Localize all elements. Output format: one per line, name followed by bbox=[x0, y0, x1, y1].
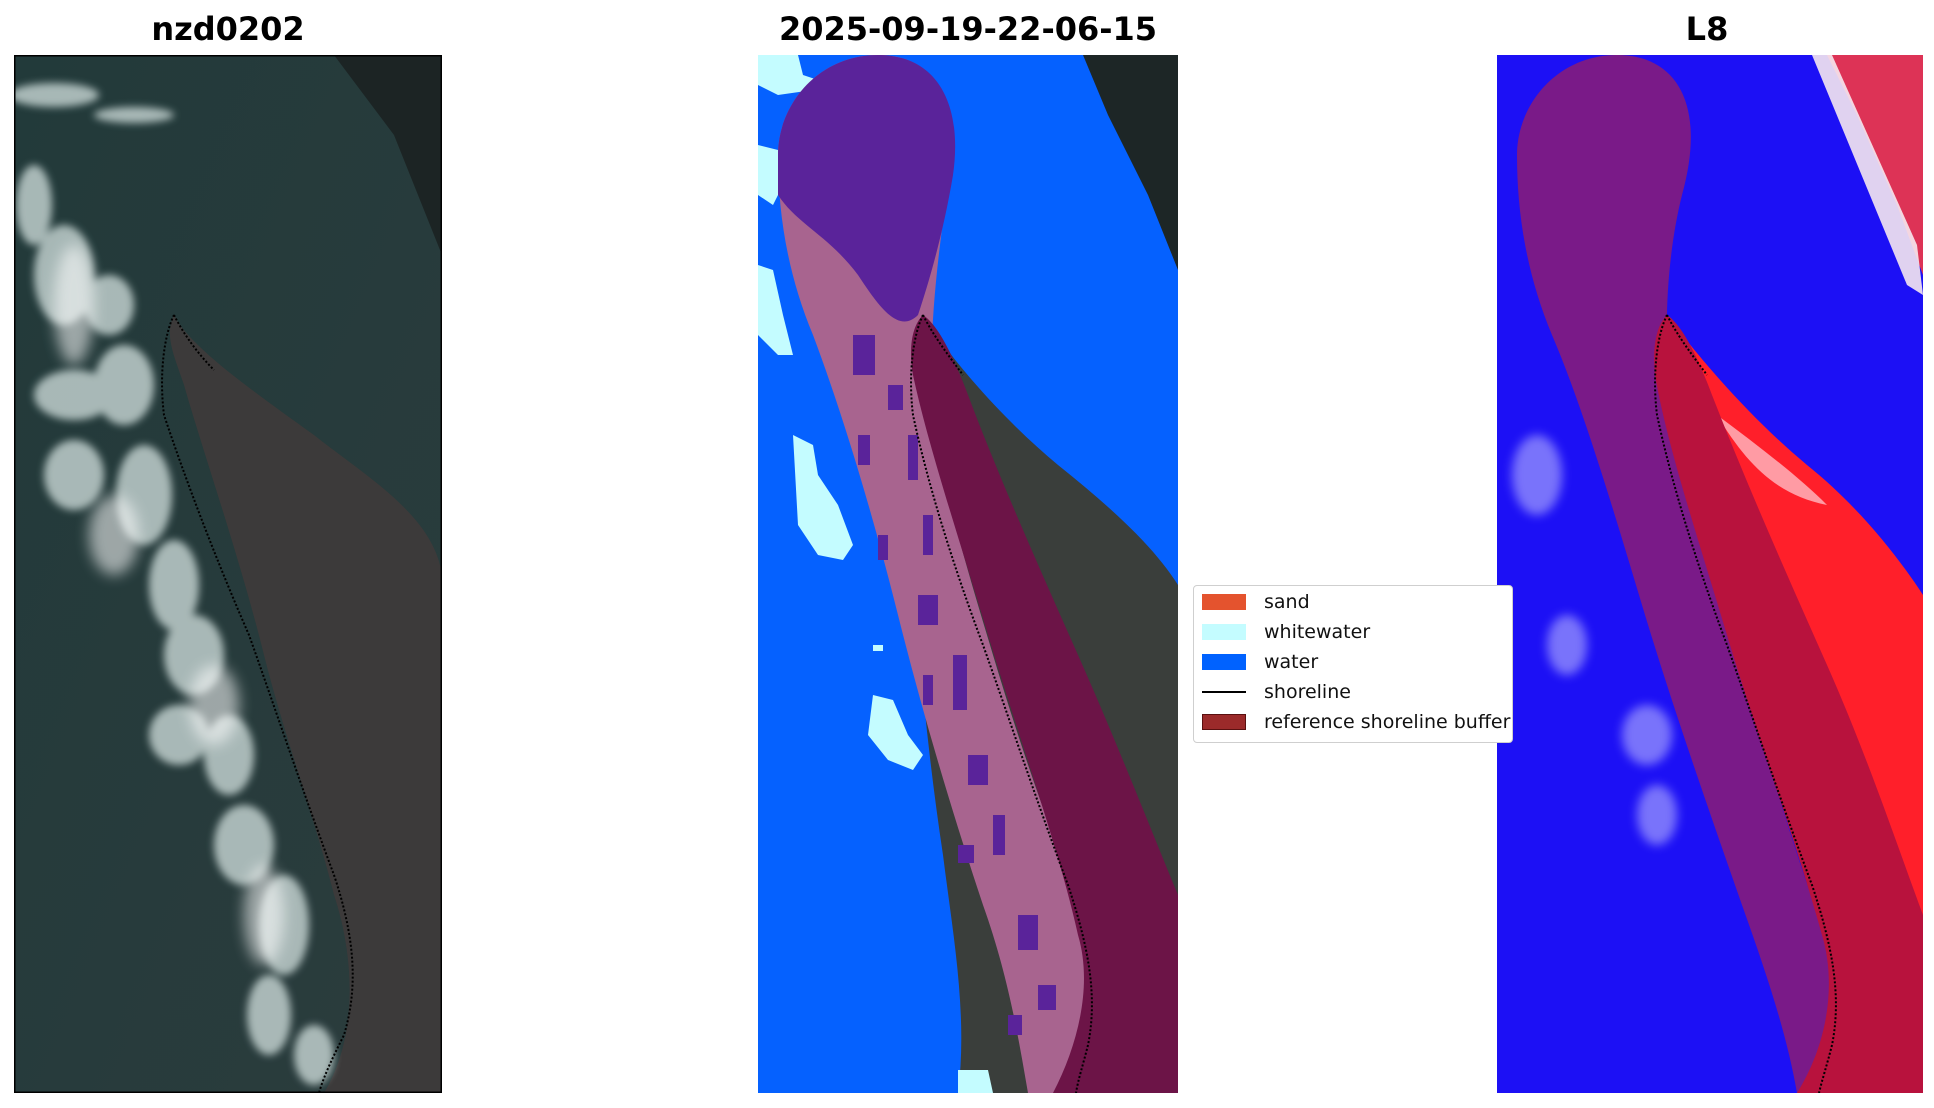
legend-label: whitewater bbox=[1264, 621, 1371, 643]
panel-title-classified: 2025-09-19-22-06-15 bbox=[778, 10, 1158, 48]
rgb-image-panel bbox=[14, 55, 442, 1093]
legend-item-water: water bbox=[1202, 651, 1319, 673]
legend-label: shoreline bbox=[1264, 681, 1351, 703]
legend-item-sand: sand bbox=[1202, 591, 1310, 613]
index-image-panel bbox=[1497, 55, 1923, 1093]
legend-swatch-whitewater bbox=[1202, 624, 1246, 640]
legend-swatch-reference-buffer bbox=[1202, 714, 1246, 730]
legend-label: water bbox=[1264, 651, 1319, 673]
classified-image-panel bbox=[758, 55, 1178, 1093]
legend: sand whitewater water shoreline referenc… bbox=[1193, 585, 1513, 743]
rgb-image bbox=[14, 55, 442, 1093]
legend-item-reference-buffer: reference shoreline buffer bbox=[1202, 711, 1511, 733]
legend-label: sand bbox=[1264, 591, 1310, 613]
legend-item-shoreline: shoreline bbox=[1202, 681, 1351, 703]
panel-title-index: L8 bbox=[1685, 10, 1729, 48]
legend-swatch-water bbox=[1202, 654, 1246, 670]
panel-title-rgb: nzd0202 bbox=[151, 10, 305, 48]
legend-swatch-shoreline bbox=[1202, 691, 1246, 693]
legend-label: reference shoreline buffer bbox=[1264, 711, 1511, 733]
legend-item-whitewater: whitewater bbox=[1202, 621, 1371, 643]
index-image bbox=[1497, 55, 1923, 1093]
legend-swatch-sand bbox=[1202, 594, 1246, 610]
classified-image bbox=[758, 55, 1178, 1093]
